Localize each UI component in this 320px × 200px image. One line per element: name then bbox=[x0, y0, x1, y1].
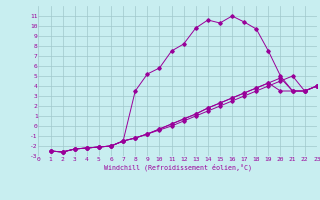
X-axis label: Windchill (Refroidissement éolien,°C): Windchill (Refroidissement éolien,°C) bbox=[104, 163, 252, 171]
